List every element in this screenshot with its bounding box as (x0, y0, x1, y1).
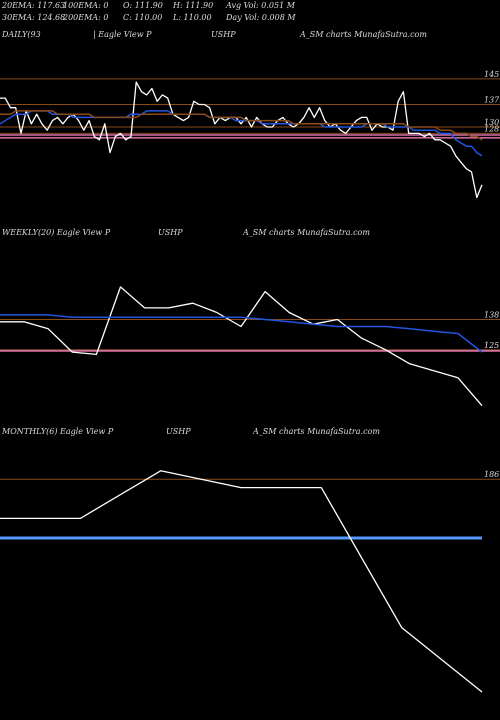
weekly-label-3: A_SM charts MunafaSutra.com (243, 228, 370, 237)
monthly-label-a: MONTHLY(6) Eagle View P (2, 427, 114, 436)
day-vol-readout: Day Vol: 0.008 M (226, 13, 296, 22)
close-readout: C: 110.00 (123, 13, 163, 22)
weekly-tick-label: 138 (484, 311, 499, 320)
weekly-label-2: USHP (158, 228, 183, 237)
monthly-price-line (0, 470, 483, 693)
daily-label-a: DAILY(93 (2, 30, 41, 39)
header-row-2: 30EMA: 124.68 (2, 13, 65, 22)
avg-vol-readout: Avg Vol: 0.051 M (226, 1, 295, 10)
header-row-1-e: Avg Vol: 0.051 M (226, 1, 295, 10)
header-row-2-b: 200EMA: 0 (63, 13, 108, 22)
ema20-readout: 20EMA: 117.63 (2, 1, 66, 10)
daily-tick-label: 145 (484, 70, 499, 79)
daily-label-b: | Eagle View P (93, 30, 152, 39)
monthly-label-2: USHP (166, 427, 191, 436)
weekly-tick-label: 125 (484, 341, 499, 350)
ema200-readout: 200EMA: 0 (63, 13, 109, 22)
header-row-2-e: Day Vol: 0.008 M (226, 13, 296, 22)
header-row-2-d: L: 110.00 (173, 13, 212, 22)
header-row-1-d: H: 111.90 (173, 1, 213, 10)
weekly-label: WEEKLY(20) Eagle View P (2, 228, 110, 237)
monthly-label-c: A_SM charts MunafaSutra.com (253, 427, 380, 436)
daily-price-line (0, 81, 483, 199)
monthly-tick-label: 186 (484, 470, 499, 479)
daily-label-3: USHP (211, 30, 236, 39)
daily-label-c: USHP (211, 30, 236, 39)
weekly-ema_blue-line (0, 314, 483, 353)
weekly-label-c: A_SM charts MunafaSutra.com (243, 228, 370, 237)
header-row-1-c: O: 111.90 (123, 1, 163, 10)
daily-tick-label: 137 (484, 96, 500, 105)
monthly-label: MONTHLY(6) Eagle View P (2, 427, 113, 436)
monthly-label-3: A_SM charts MunafaSutra.com (253, 427, 380, 436)
header-row-1: 20EMA: 117.63 (2, 1, 65, 10)
daily-label-d: A_SM charts MunafaSutra.com (300, 30, 427, 39)
weekly-label-b: USHP (158, 228, 183, 237)
daily-tick-label: 128 (484, 124, 499, 133)
ema30-readout: 30EMA: 124.68 (2, 13, 66, 22)
daily-label-2: | Eagle View P (93, 30, 152, 39)
weekly-label-a: WEEKLY(20) Eagle View P (2, 228, 111, 237)
monthly-label-b: USHP (166, 427, 191, 436)
daily-ema_blue-line (0, 110, 483, 157)
daily-tick-label: 130 (484, 118, 499, 127)
header-row-1-b: 100EMA: 0 (63, 1, 108, 10)
weekly-price-line (0, 286, 483, 407)
low-readout: L: 110.00 (173, 13, 212, 22)
header-row-2-c: C: 110.00 (123, 13, 162, 22)
high-readout: H: 111.90 (173, 1, 214, 10)
ema100-readout: 100EMA: 0 (63, 1, 109, 10)
open-readout: O: 111.90 (123, 1, 163, 10)
daily-ema_brown-line (0, 110, 483, 141)
daily-label-4: A_SM charts MunafaSutra.com (300, 30, 427, 39)
daily-label: DAILY(93 (2, 30, 41, 39)
